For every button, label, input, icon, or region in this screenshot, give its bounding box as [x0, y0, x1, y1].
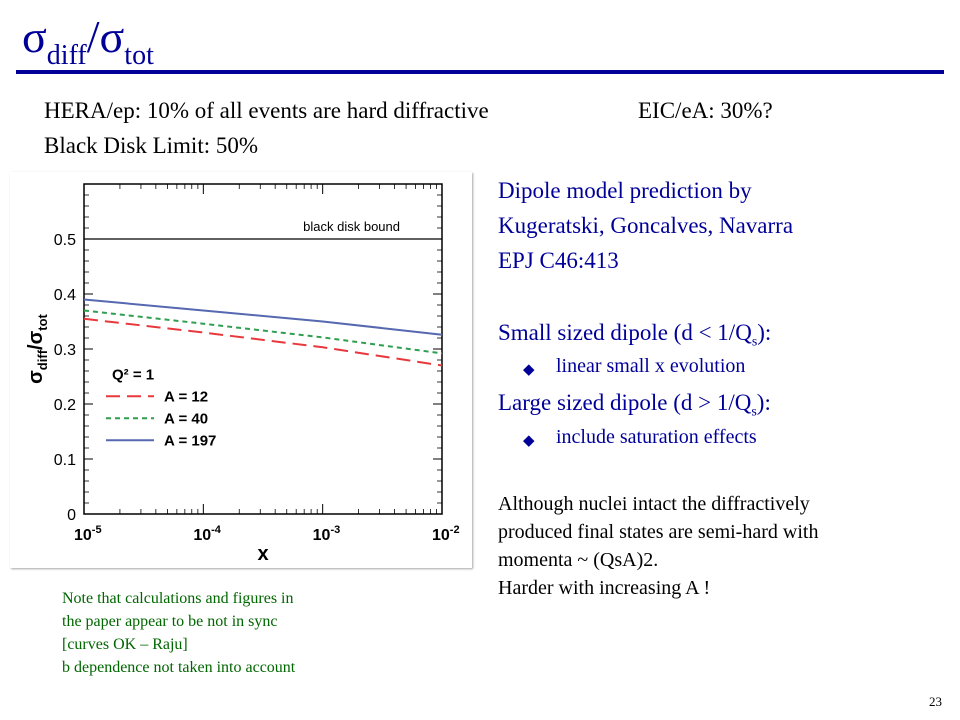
sync-note: Note that calculations and figures in th…	[62, 587, 295, 679]
small-dipole-sub: s	[751, 334, 758, 350]
series-line-a12	[83, 317, 443, 367]
x-axis-label: x	[257, 543, 268, 565]
prediction-line-1: Dipole model prediction by	[498, 178, 752, 203]
note-line: [curves OK – Raju]	[62, 636, 188, 653]
intro-black-disk: Black Disk Limit: 50%	[44, 133, 259, 158]
note-line: the paper appear to be not in sync	[62, 613, 278, 630]
legend-entry: A = 40	[164, 410, 208, 427]
chart-frame: 0 0.1 0.2 0.3 0.4 0.5 10-5 10-4 10-3 10-2 x σdiff/σ…	[10, 172, 472, 568]
title-slash: /	[86, 11, 100, 62]
prediction-reference: EPJ C46:413	[498, 248, 619, 273]
title-sigma-diff: σ	[22, 11, 47, 62]
note-line: Note that calculations and figures in	[62, 590, 294, 607]
black-disk-bound-label: black disk bound	[303, 219, 400, 234]
series-line-a197	[83, 298, 443, 336]
intro-line-1: HERA/ep: 10% of all events are hard diff…	[44, 98, 773, 124]
title-underline	[16, 70, 944, 74]
small-dipole-suffix: ):	[757, 320, 772, 345]
paragraph-line: produced final states are semi-hard with	[498, 521, 819, 543]
intro-hera: HERA/ep: 10% of all events are hard diff…	[44, 98, 489, 123]
legend-entry: A = 12	[164, 388, 208, 405]
y-tick-label: 0	[67, 507, 76, 524]
paragraph-line: momenta ~ (QsA)2.	[498, 549, 659, 571]
small-dipole-text: Small sized dipole (d < 1/Q	[498, 320, 752, 345]
paragraph-line: Although nuclei intact the diffractively	[498, 493, 810, 515]
page-number: 23	[929, 694, 942, 709]
slide-title: σdiff/σtot	[22, 11, 154, 70]
diamond-bullet-icon: ◆	[523, 433, 535, 449]
prediction-authors: Kugeratski, Goncalves, Navarra	[498, 213, 794, 238]
large-dipole-heading: Large sized dipole (d > 1/Qs):	[498, 390, 771, 421]
y-tick-label: 0.1	[54, 452, 76, 469]
intro-eic: EIC/eA: 30%?	[638, 98, 773, 123]
large-dipole-text: Large sized dipole (d > 1/Q	[498, 390, 752, 415]
legend-entry: A = 197	[164, 432, 216, 449]
small-dipole-heading: Small sized dipole (d < 1/Qs):	[498, 320, 771, 351]
x-tick-label: 10-5	[74, 524, 102, 544]
x-tick-label: 10-2	[432, 524, 460, 544]
y-tick-label: 0.3	[54, 342, 76, 359]
small-dipole-bullet: linear small x evolution	[556, 355, 746, 377]
y-axis-label: σdiff/σtot	[25, 313, 50, 383]
legend-title: Q² = 1	[112, 366, 154, 383]
large-dipole-bullet: include saturation effects	[556, 426, 757, 448]
title-sigma-tot: σ	[99, 11, 125, 62]
y-tick-label: 0.5	[54, 232, 76, 249]
title-sub-tot: tot	[124, 40, 154, 71]
x-tick-label: 10-3	[313, 524, 341, 544]
title-sub-diff: diff	[46, 40, 87, 71]
diffractive-ratio-chart: 0 0.1 0.2 0.3 0.4 0.5 10-5 10-4 10-3 10-2 x σdiff/σ…	[25, 183, 460, 565]
y-tick-label: 0.4	[54, 287, 76, 304]
large-dipole-suffix: ):	[756, 390, 771, 415]
note-line: b dependence not taken into account	[62, 659, 296, 676]
large-dipole-sub: s	[751, 404, 757, 420]
paragraph-line: Harder with increasing A !	[498, 577, 711, 599]
series-line-a40	[83, 309, 443, 355]
diamond-bullet-icon: ◆	[523, 362, 535, 378]
y-tick-label: 0.2	[54, 397, 76, 414]
x-tick-label: 10-4	[193, 524, 221, 544]
semi-hard-paragraph: Although nuclei intact the diffractively…	[498, 490, 818, 602]
